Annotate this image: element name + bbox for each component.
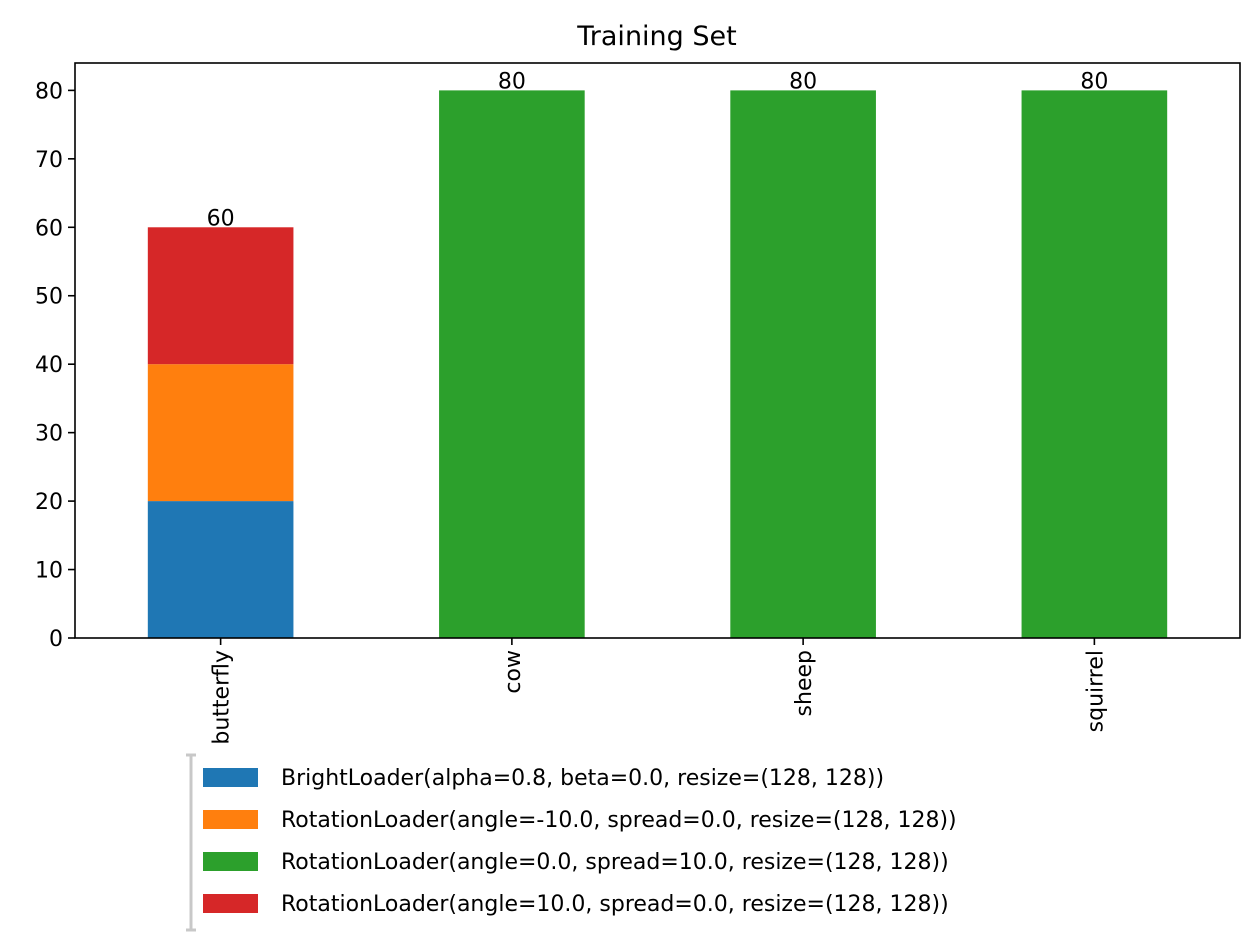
y-tick-label: 80 — [35, 79, 63, 104]
legend-swatch — [203, 768, 258, 787]
x-tick-label: sheep — [792, 650, 817, 716]
bar-segment — [147, 501, 294, 638]
plot-frame — [74, 62, 1241, 639]
legend-item: RotationLoader(angle=10.0, spread=0.0, r… — [203, 892, 949, 917]
data-labels: 60 80 80 80 — [207, 69, 1109, 231]
legend-item: BrightLoader(alpha=0.8, beta=0.0, resize… — [203, 766, 884, 791]
bar-segment — [147, 227, 294, 365]
bar-segment — [1021, 90, 1168, 638]
bar-segment — [147, 364, 294, 502]
y-tick-label: 70 — [35, 148, 63, 173]
legend-label: RotationLoader(angle=10.0, spread=0.0, r… — [281, 892, 949, 917]
x-tick-label: cow — [501, 650, 526, 694]
y-tick-label: 10 — [35, 559, 63, 584]
y-tick-label: 60 — [35, 216, 63, 241]
y-tick-label: 50 — [35, 285, 63, 310]
legend-swatch — [203, 810, 258, 829]
data-label: 80 — [498, 69, 526, 94]
y-tick-label: 0 — [49, 627, 63, 652]
data-label: 80 — [1080, 69, 1108, 94]
legend-swatch — [203, 894, 258, 913]
scrollbar[interactable] — [186, 753, 196, 932]
x-tick-label: butterfly — [210, 650, 235, 745]
legend-label: RotationLoader(angle=-10.0, spread=0.0, … — [281, 808, 957, 833]
data-label: 60 — [207, 206, 235, 231]
data-label: 80 — [789, 69, 817, 94]
legend-box — [188, 748, 1158, 938]
x-axis: butterfly cow sheep squirrel — [210, 638, 1108, 745]
bars — [147, 90, 1168, 638]
y-tick-label: 20 — [35, 490, 63, 515]
legend: BrightLoader(alpha=0.8, beta=0.0, resize… — [188, 748, 1158, 938]
legend-label: BrightLoader(alpha=0.8, beta=0.0, resize… — [281, 766, 884, 791]
y-tick-label: 30 — [35, 422, 63, 447]
x-tick-label: squirrel — [1083, 650, 1108, 732]
bar-segment — [439, 90, 585, 638]
legend-item: RotationLoader(angle=0.0, spread=10.0, r… — [203, 850, 949, 875]
legend-label: RotationLoader(angle=0.0, spread=10.0, r… — [281, 850, 949, 875]
bar-segment — [730, 90, 876, 638]
y-axis: 0 10 20 30 40 50 60 70 80 — [35, 79, 75, 652]
legend-swatch — [203, 852, 258, 871]
y-tick-label: 40 — [35, 353, 63, 378]
legend-item: RotationLoader(angle=-10.0, spread=0.0, … — [203, 808, 957, 833]
chart-title: Training Set — [576, 21, 736, 52]
